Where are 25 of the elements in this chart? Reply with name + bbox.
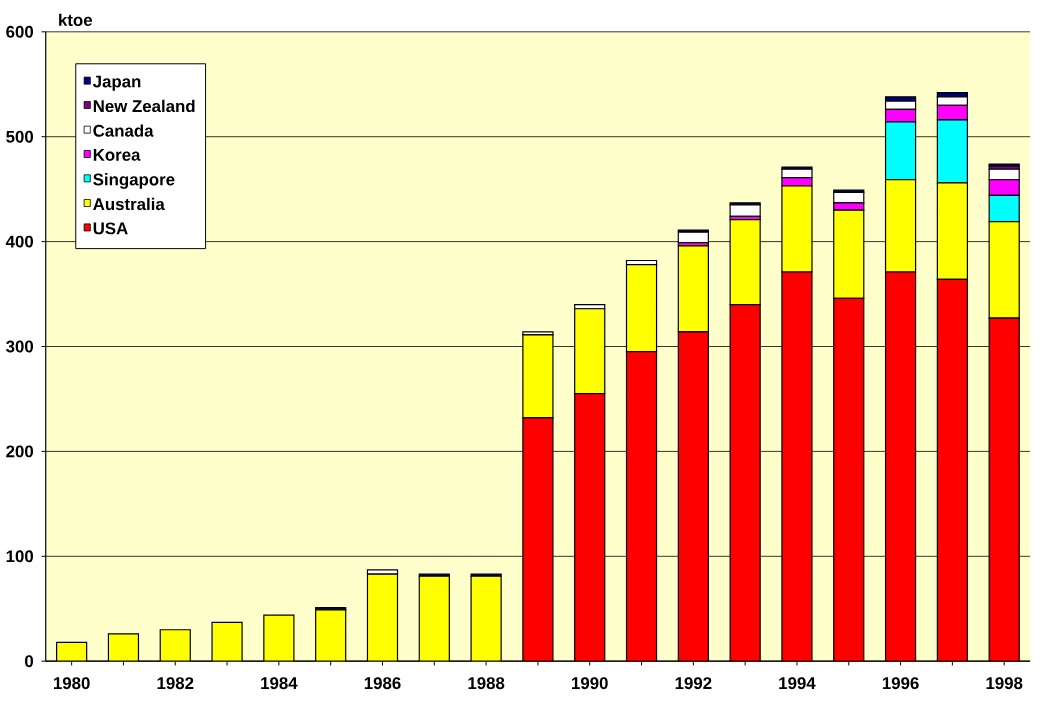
- x-tick-label: 1990: [572, 677, 608, 690]
- x-tick-label: 1984: [261, 677, 298, 690]
- legend-label: New Zealand: [93, 99, 195, 113]
- x-tick-label: 1986: [364, 677, 401, 690]
- y-tick-label: 200: [6, 445, 34, 458]
- x-tick-label: 1992: [675, 677, 712, 690]
- x-tick-label: 1996: [882, 677, 919, 690]
- x-tick-label: 1988: [468, 677, 505, 690]
- x-tick-label: 1980: [53, 677, 90, 690]
- x-tick-label: 1982: [157, 677, 194, 690]
- y-axis-title: ktoe: [59, 13, 93, 27]
- legend-label: Canada: [93, 124, 154, 137]
- y-tick-label: 300: [6, 340, 34, 353]
- y-tick-label: 0: [25, 655, 34, 668]
- y-tick-label: 500: [6, 130, 34, 143]
- x-tick-label: 1998: [986, 677, 1023, 690]
- legend-label: USA: [93, 222, 128, 235]
- legend-label: Korea: [93, 149, 141, 161]
- y-tick-label: 100: [6, 550, 34, 563]
- x-tick-label: 1994: [779, 677, 816, 690]
- y-tick-label: 600: [6, 25, 34, 38]
- y-tick-label: 400: [5, 235, 34, 248]
- legend-label: Japan: [92, 75, 141, 91]
- legend-label: Australia: [93, 197, 165, 211]
- legend-label: Singapore: [93, 173, 175, 189]
